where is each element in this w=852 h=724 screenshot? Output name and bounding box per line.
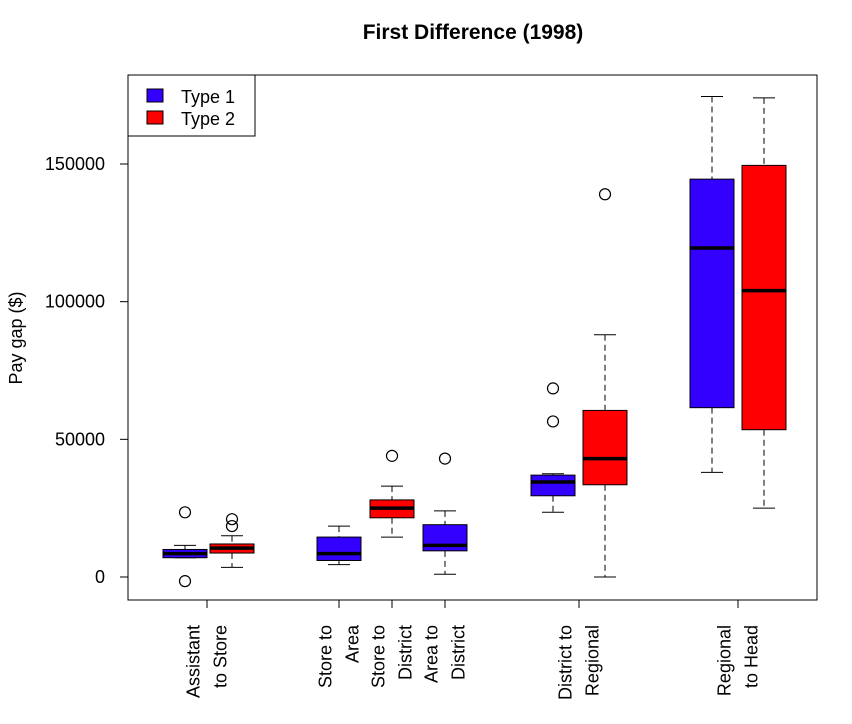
- legend-swatch-type-1: [146, 88, 164, 103]
- box-type-1: [422, 452, 468, 575]
- box-type-1: [316, 525, 362, 566]
- legend-swatch-type-2: [146, 110, 164, 125]
- legend-frame: [127, 74, 256, 137]
- chart-title: First Difference (1998): [363, 21, 584, 44]
- y-axis: 0 50000 100000 150000: [45, 154, 129, 587]
- outlier-point: [225, 513, 239, 526]
- outlier-point: [178, 575, 192, 588]
- outlier-point: [225, 519, 239, 533]
- box-type-1: [530, 382, 576, 513]
- x-tick-label: Store to: [369, 625, 389, 688]
- box-iqr: [582, 409, 628, 486]
- outlier-point: [546, 415, 560, 428]
- x-tick-label: Area: [343, 624, 363, 663]
- y-tick-label: 0: [95, 567, 105, 587]
- box-iqr: [741, 164, 787, 431]
- x-tick-label: to Store: [211, 625, 231, 688]
- x-tick-label: District: [449, 625, 469, 680]
- box-type-2: [209, 513, 255, 568]
- x-tick-label: Area to: [422, 625, 442, 683]
- x-tick-label: District to: [556, 625, 576, 700]
- x-axis: Assistant to Store Store to Area Store to Dis…: [184, 599, 762, 700]
- y-tick-label: 150000: [45, 154, 105, 174]
- outlier-point: [546, 382, 560, 395]
- y-tick-label: 50000: [55, 429, 105, 449]
- x-tick-label: District: [396, 625, 416, 680]
- legend-label-type-1: Type 1: [181, 87, 235, 107]
- legend: Type 1 Type 2: [127, 74, 256, 137]
- outlier-point: [598, 188, 612, 201]
- x-tick-label: Regional: [583, 625, 603, 696]
- legend-label-type-2: Type 2: [181, 109, 235, 129]
- x-tick-label: to Head: [742, 625, 762, 688]
- outlier-point: [178, 506, 192, 519]
- box-iqr: [316, 536, 362, 561]
- box-iqr: [689, 178, 735, 409]
- box-type-1: [162, 506, 208, 588]
- box-iqr: [530, 474, 576, 497]
- y-tick-label: 100000: [45, 292, 105, 312]
- box-series: [162, 96, 787, 588]
- x-tick-label: Assistant: [184, 625, 204, 698]
- outlier-point: [438, 452, 452, 465]
- x-tick-label: Store to: [316, 625, 336, 688]
- box-type-2: [369, 449, 415, 538]
- x-tick-label: Regional: [715, 625, 735, 696]
- box-type-2: [741, 97, 787, 509]
- box-type-1: [689, 96, 735, 473]
- y-axis-label: Pay gap ($): [6, 291, 26, 384]
- box-type-2: [582, 188, 628, 578]
- outlier-point: [385, 449, 399, 462]
